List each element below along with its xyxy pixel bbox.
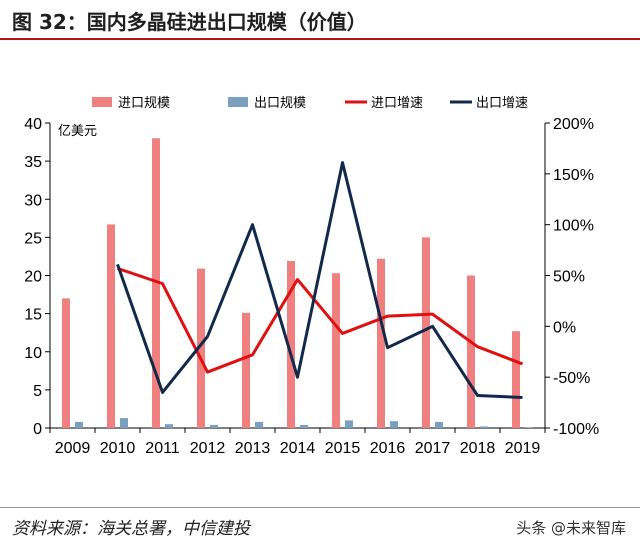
x-tick-label: 2018 xyxy=(460,440,496,457)
x-tick-label: 2012 xyxy=(190,440,226,457)
y-right-tick-label: 0% xyxy=(553,319,576,336)
bar-import xyxy=(377,258,385,428)
legend-label: 出口规模 xyxy=(254,95,306,110)
bar-import xyxy=(197,268,205,428)
bar-import xyxy=(62,298,70,428)
watermark: 头条 @未来智库 xyxy=(516,519,626,537)
x-tick-label: 2011 xyxy=(145,440,180,457)
x-tick-label: 2017 xyxy=(415,440,451,457)
bar-export xyxy=(435,421,443,428)
y-right-tick-label: 100% xyxy=(553,218,594,235)
bar-export xyxy=(525,427,533,428)
y-left-tick-label: 0 xyxy=(33,421,42,438)
bar-import xyxy=(287,261,295,428)
y-right-tick-label: 150% xyxy=(553,167,594,184)
bar-export xyxy=(165,424,173,428)
line-export-growth xyxy=(116,161,523,399)
lines xyxy=(116,161,524,399)
bar-export xyxy=(480,426,488,428)
y-left-axis-label: 亿美元 xyxy=(58,123,97,138)
bar-import xyxy=(467,275,475,428)
bars xyxy=(62,138,533,428)
y-right-tick-label: 200% xyxy=(553,116,594,133)
axes: 0 5 10 15 20 25 30 35 40 亿美元 -100% -50% 0% 50% 100% 150… xyxy=(24,116,599,457)
bar-export xyxy=(390,421,398,428)
bar-import xyxy=(242,312,250,428)
bar-import xyxy=(422,237,430,428)
x-tick-label: 2014 xyxy=(280,440,316,457)
y-left-tick-label: 20 xyxy=(24,269,42,286)
y-left-tick-label: 5 xyxy=(33,383,42,400)
legend-label: 出口增速 xyxy=(476,95,528,110)
title-divider xyxy=(0,38,640,40)
bar-import xyxy=(332,273,340,428)
x-tick-label: 2019 xyxy=(505,440,541,457)
x-tick-label: 2015 xyxy=(325,440,361,457)
legend-swatch xyxy=(92,97,112,107)
chart-area: 0 5 10 15 20 25 30 35 40 亿美元 -100% -50% 0% 50% 100% 150… xyxy=(24,95,599,457)
y-left-tick-label: 25 xyxy=(24,230,42,247)
y-right-tick-label: 50% xyxy=(553,269,585,286)
bar-export xyxy=(300,424,308,428)
bar-export xyxy=(120,418,128,428)
legend-label: 进口规模 xyxy=(118,95,170,110)
x-tick-label: 2016 xyxy=(370,440,406,457)
y-left-tick-label: 30 xyxy=(24,192,42,209)
source-divider xyxy=(0,507,640,508)
y-left-tick-label: 15 xyxy=(24,307,42,324)
x-tick-label: 2009 xyxy=(55,440,91,457)
source-note: 资料来源：海关总署，中信建投 xyxy=(12,519,250,539)
y-left-tick-label: 10 xyxy=(24,345,42,362)
bar-import xyxy=(152,138,160,428)
bar-export xyxy=(210,424,218,428)
x-tick-label: 2010 xyxy=(100,440,136,457)
y-right-tick-label: -50% xyxy=(553,370,590,387)
legend: 进口规模 出口规模 进口增速 出口增速 xyxy=(92,95,528,110)
bar-import xyxy=(512,331,520,428)
bar-export xyxy=(255,421,263,428)
legend-label: 进口增速 xyxy=(371,95,423,110)
chart-title: 图 32：国内多晶硅进出口规模（价值） xyxy=(12,10,367,34)
y-right-tick-label: -100% xyxy=(553,421,599,438)
y-left-tick-label: 35 xyxy=(24,154,42,171)
line-import-growth xyxy=(117,266,524,374)
bar-export xyxy=(75,421,83,428)
bar-export xyxy=(345,420,353,428)
bar-import xyxy=(107,224,115,428)
title-bar: 图 32：国内多晶硅进出口规模（价值） xyxy=(0,0,640,38)
y-left-tick-label: 40 xyxy=(24,116,42,133)
legend-swatch xyxy=(228,97,248,107)
x-tick-label: 2013 xyxy=(235,440,271,457)
